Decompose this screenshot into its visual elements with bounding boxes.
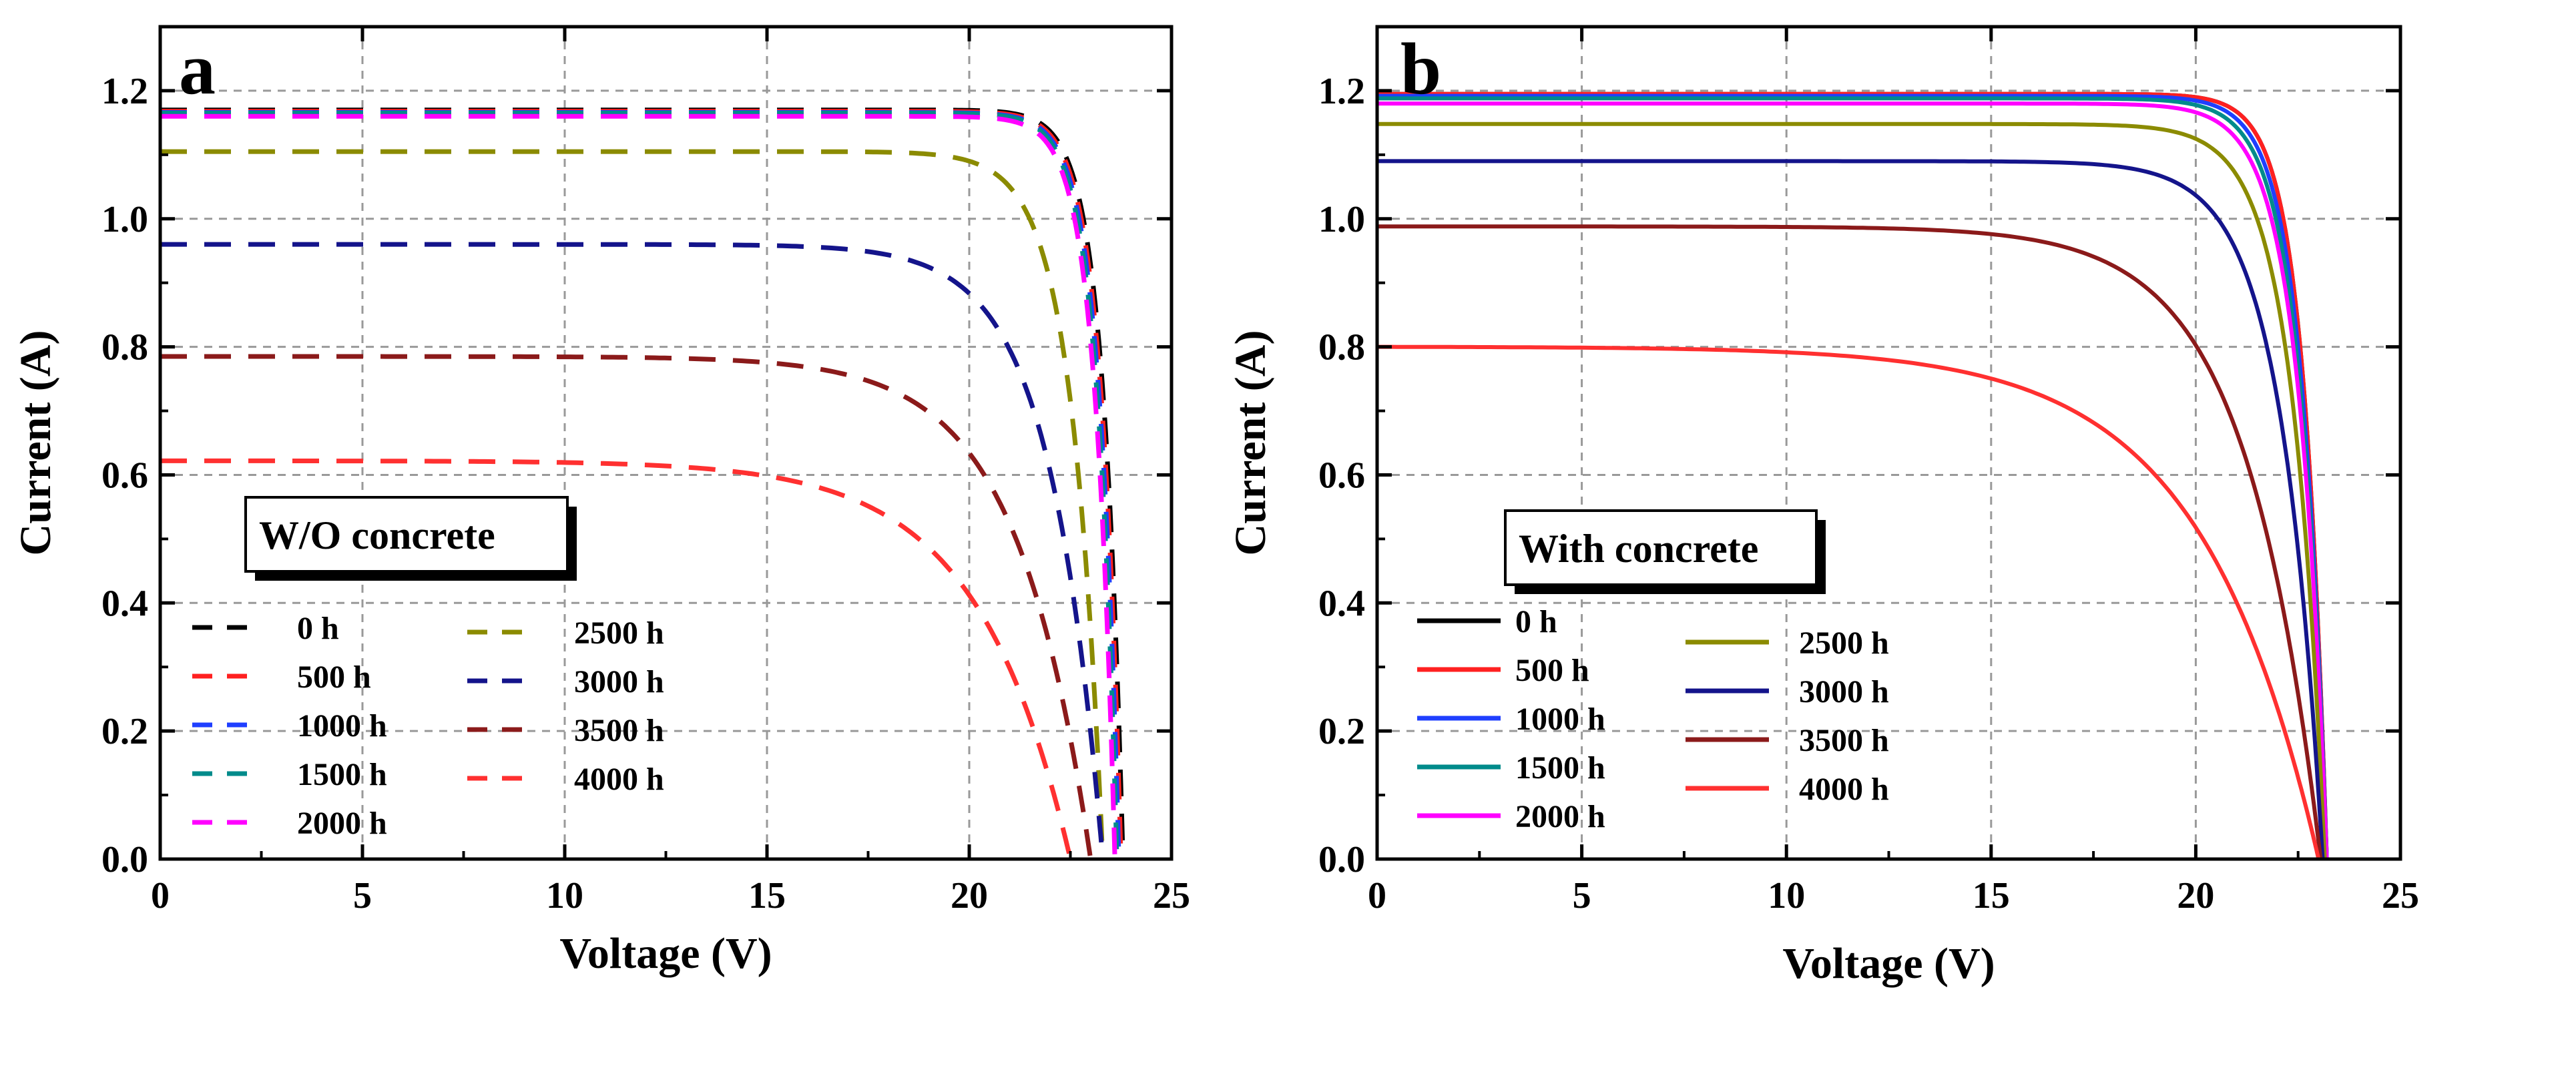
panel-letter: b: [1400, 28, 1441, 109]
y-tick-label: 0.4: [101, 583, 148, 624]
x-tick-label: 20: [951, 875, 988, 916]
legend-label: 4000 h: [574, 762, 664, 797]
series-line-2000h: [1377, 101, 2329, 859]
series-group: [1377, 91, 2329, 859]
legend-label: 3500 h: [574, 713, 664, 748]
legend-label: 2500 h: [1799, 625, 1889, 661]
grid: [1377, 27, 2400, 859]
x-tick-label: 20: [2177, 875, 2214, 916]
label-box-text: With concrete: [1519, 527, 1758, 571]
legend-label: 0 h: [297, 611, 339, 646]
legend-label: 1500 h: [1515, 750, 1605, 786]
legend-label: 3000 h: [1799, 674, 1889, 710]
y-tick-label: 0.0: [101, 839, 148, 880]
y-axis-label: Current (A): [11, 330, 60, 556]
y-tick-label: 0.6: [1318, 455, 1365, 496]
series-line-2500h: [160, 149, 1105, 859]
x-tick-label: 0: [1368, 875, 1386, 916]
series-line-3500h: [160, 354, 1093, 859]
y-tick-label: 1.0: [101, 199, 148, 240]
x-tick-label: 25: [1153, 875, 1190, 916]
series-line-1000h: [1377, 93, 2329, 859]
x-tick-label: 15: [748, 875, 786, 916]
series-line-2000h: [160, 113, 1117, 859]
series-group: [160, 107, 1125, 859]
y-axis-label: Current (A): [1226, 330, 1275, 556]
legend: 0 h 500 h 1000 h 1500 h 2000 h 2500 h 3000 h 35…: [192, 611, 664, 841]
label-box: [244, 496, 569, 573]
label-box: [1504, 509, 1818, 586]
series-line-1500h: [160, 111, 1119, 859]
x-axis-label: Voltage (V): [559, 929, 772, 978]
panel-letter: a: [179, 28, 216, 109]
legend-label: 2000 h: [297, 806, 387, 841]
panel-b: 0 5 10 15 20 25 0.0 0.2 0.4 0.6 0.8 1.0 1.2 Voltage (…: [1226, 25, 2419, 988]
y-tick-label: 1.2: [101, 71, 148, 112]
legend-label: 500 h: [1515, 653, 1589, 688]
legend-label: 1000 h: [297, 708, 387, 744]
y-tick-label: 0.2: [101, 711, 148, 752]
legend-label: 1500 h: [297, 757, 387, 792]
legend-label: 2500 h: [574, 615, 664, 651]
x-tick-label: 10: [1768, 875, 1805, 916]
legend-label: 2000 h: [1515, 799, 1605, 834]
x-tick-label: 5: [1573, 875, 1591, 916]
panel-a: 0 5 10 15 20 25 0.0 0.2 0.4 0.6 0.8 1.0 1.2 Voltage (…: [11, 25, 1190, 978]
x-tick-label: 15: [1973, 875, 2010, 916]
y-tick-label: 0.6: [101, 455, 148, 496]
legend-label: 500 h: [297, 659, 371, 695]
y-tick-label: 1.0: [1318, 199, 1365, 240]
series-line-3500h: [1377, 224, 2323, 859]
x-tick-label: 0: [151, 875, 170, 916]
grid: [160, 27, 1172, 859]
y-tick-label: 0.8: [1318, 327, 1365, 368]
series-line-1500h: [1377, 96, 2329, 859]
x-axis-label: Voltage (V): [1782, 939, 1995, 988]
legend-label: 3500 h: [1799, 723, 1889, 758]
legend: 0 h 500 h 1000 h 1500 h 2000 h 2500 h 3000 h 35…: [1417, 604, 1889, 834]
y-tick-label: 0.2: [1318, 711, 1365, 752]
label-box-text: W/O concrete: [259, 513, 495, 557]
series-line-4000h: [160, 458, 1073, 859]
legend-label: 4000 h: [1799, 772, 1889, 807]
y-tick-label: 0.0: [1318, 839, 1365, 880]
x-tick-label: 25: [2382, 875, 2419, 916]
series-line-3000h: [160, 242, 1105, 859]
series-line-2500h: [1377, 121, 2327, 859]
y-tick-label: 0.8: [101, 327, 148, 368]
legend-label: 0 h: [1515, 604, 1557, 639]
legend-label: 1000 h: [1515, 702, 1605, 737]
x-tick-label: 5: [353, 875, 372, 916]
y-tick-label: 1.2: [1318, 71, 1365, 112]
series-line-4000h: [1377, 344, 2321, 859]
x-tick-label: 10: [546, 875, 583, 916]
y-tick-label: 0.4: [1318, 583, 1365, 624]
series-line-3000h: [1377, 159, 2325, 859]
legend-label: 3000 h: [574, 664, 664, 700]
